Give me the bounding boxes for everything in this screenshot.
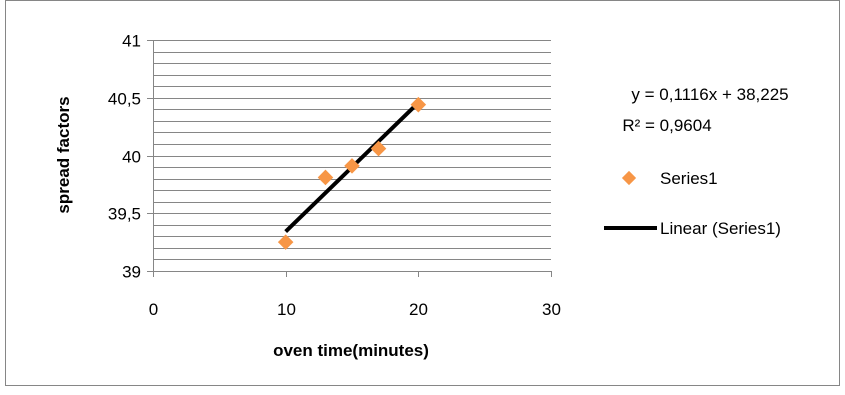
trendline-equation: y = 0,1116x + 38,225 (631, 85, 788, 104)
data-point (370, 140, 387, 157)
y-tick-label: 39,5 (108, 205, 141, 224)
y-axis-title: spread factors (54, 96, 73, 213)
legend: Series1 Linear (Series1) (604, 169, 781, 238)
x-tick-label: 10 (277, 300, 296, 319)
trendline-r-squared: R² = 0,9604 (622, 116, 711, 135)
y-tick-label: 40 (122, 148, 141, 167)
chart-border (5, 0, 840, 386)
gridlines (153, 40, 551, 260)
x-tick-label: 20 (409, 300, 428, 319)
x-tick-label: 0 (149, 300, 158, 319)
data-point (317, 169, 334, 186)
axes: 39 39,5 40 40,5 41 0 10 20 30 (108, 32, 561, 320)
data-point (277, 234, 294, 250)
x-tick-label: 30 (542, 300, 561, 319)
legend-series1-marker (621, 170, 637, 186)
legend-series1-label: Series1 (660, 169, 718, 188)
y-tick-label: 39 (122, 263, 141, 282)
data-point (344, 158, 360, 174)
x-axis-title: oven time(minutes) (273, 341, 429, 360)
y-tick-label: 40,5 (108, 90, 141, 109)
legend-trendline-label: Linear (Series1) (660, 219, 781, 238)
y-tick-label: 41 (122, 32, 141, 51)
